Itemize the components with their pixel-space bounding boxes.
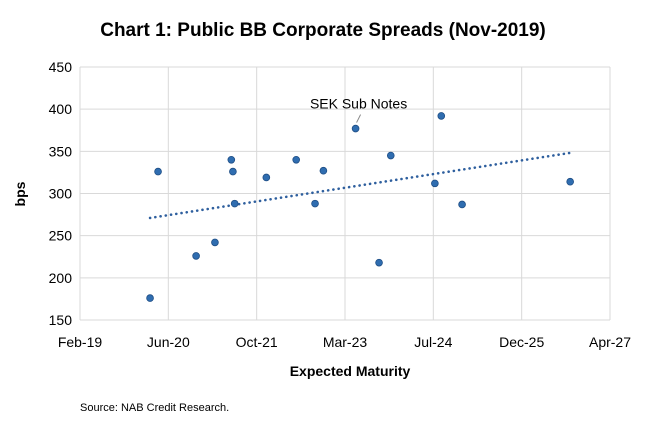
x-tick-label: Feb-19: [58, 334, 103, 350]
y-tick-label: 300: [49, 186, 73, 202]
y-axis-ticks: 150 200 250 300 350 400 450: [49, 59, 73, 328]
trendline-layer: [148, 151, 571, 220]
data-point: [351, 124, 360, 133]
data-point: [262, 173, 271, 182]
x-tick-label: Dec-25: [499, 334, 544, 350]
y-tick-label: 150: [49, 312, 73, 328]
data-point: [386, 151, 395, 160]
y-tick-label: 200: [49, 270, 73, 286]
y-tick-label: 250: [49, 228, 73, 244]
data-point: [229, 167, 237, 176]
annotation-label: SEK Sub Notes: [310, 96, 407, 112]
data-point: [227, 155, 236, 164]
gridlines: [79, 66, 611, 321]
data-point: [458, 200, 466, 209]
y-tick-label: 350: [49, 143, 73, 159]
data-point: [230, 199, 239, 208]
data-point: [319, 166, 328, 175]
data-point: [566, 177, 574, 186]
chart-title: Chart 1: Public BB Corporate Spreads (No…: [100, 20, 546, 41]
data-point: [437, 112, 446, 120]
trendline: [148, 151, 571, 220]
y-tick-label: 400: [49, 101, 73, 117]
x-tick-label: Oct-21: [236, 334, 278, 350]
x-axis-ticks: Feb-19 Jun-20 Oct-21 Mar-23 Jul-24 Dec-25 Apr-…: [58, 334, 631, 350]
x-tick-label: Apr-27: [589, 334, 631, 350]
x-tick-label: Mar-23: [323, 334, 368, 350]
x-tick-label: Jun-20: [147, 334, 190, 350]
annotations: SEK Sub Notes: [310, 96, 407, 123]
annotation-leader: [356, 114, 362, 123]
data-point: [292, 155, 300, 164]
data-point: [154, 167, 162, 176]
data-point: [146, 294, 154, 302]
data-point: [375, 258, 383, 267]
y-axis-title: bps: [12, 181, 28, 206]
source-note: Source: NAB Credit Research.: [80, 402, 230, 414]
data-point: [192, 252, 200, 260]
y-tick-label: 450: [49, 59, 73, 75]
data-point: [431, 179, 439, 188]
data-point: [211, 238, 219, 247]
data-point: [311, 199, 319, 208]
data-points: [146, 112, 574, 302]
x-tick-label: Jul-24: [414, 334, 452, 350]
x-axis-title: Expected Maturity: [290, 363, 411, 379]
